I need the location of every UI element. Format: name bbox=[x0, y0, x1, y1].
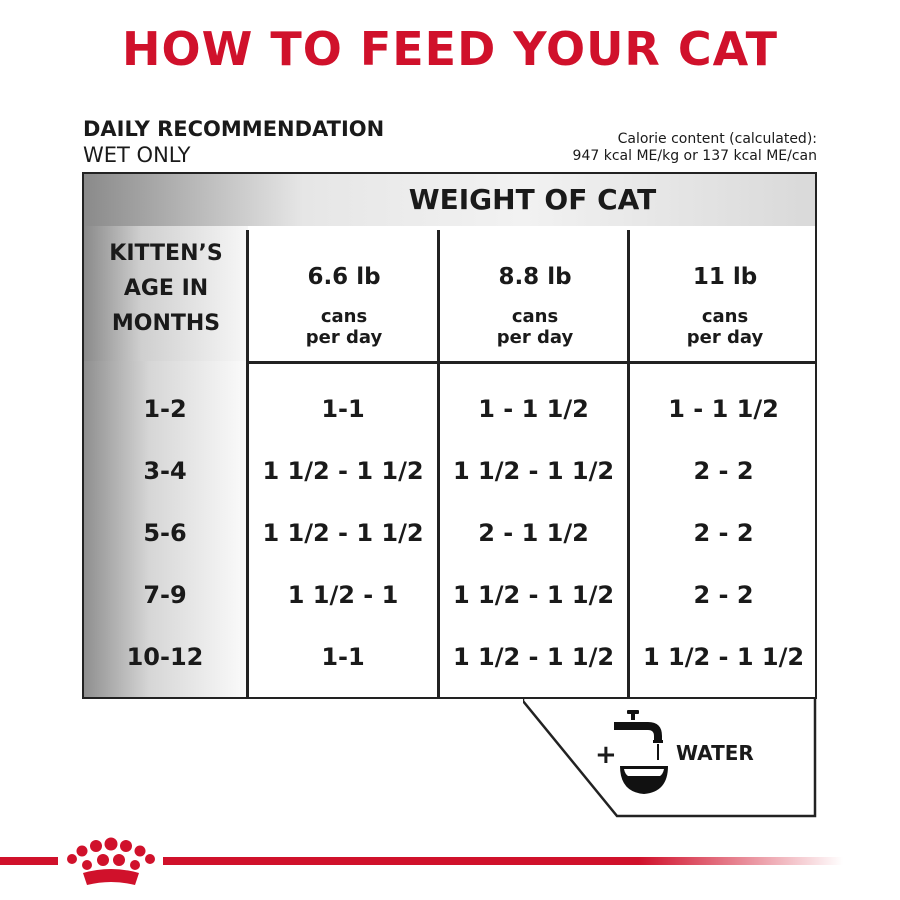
age-cell: 7-9 bbox=[143, 581, 187, 609]
column-divider bbox=[627, 230, 630, 699]
weight-column-header: 11 lb cans per day bbox=[630, 264, 820, 348]
unit-line: cans bbox=[511, 306, 559, 327]
amount-cell: 1 1/2 - 1 1/2 bbox=[262, 457, 424, 485]
amount-cell: 1 1/2 - 1 1/2 bbox=[262, 519, 424, 547]
amount-cell: 1 - 1 1/2 bbox=[478, 395, 589, 423]
unit-line: cans bbox=[701, 306, 749, 327]
amount-cell: 2 - 1 1/2 bbox=[478, 519, 589, 547]
amount-cell: 2 - 2 bbox=[693, 581, 754, 609]
water-plus-sign: + bbox=[595, 740, 617, 770]
amount-cell: 1-1 bbox=[321, 395, 365, 423]
daily-recommendation-label: DAILY RECOMMENDATION bbox=[83, 117, 385, 141]
faucet-bowl-icon bbox=[614, 710, 668, 794]
calorie-content: Calorie content (calculated): 947 kcal M… bbox=[573, 131, 817, 165]
age-header-line: AGE IN bbox=[123, 276, 209, 301]
brand-red-line-right bbox=[163, 857, 843, 865]
unit-line: per day bbox=[686, 327, 764, 348]
weight-column-header: 8.8 lb cans per day bbox=[440, 264, 630, 348]
wet-only-label: WET ONLY bbox=[83, 143, 191, 167]
column-divider bbox=[437, 230, 440, 699]
weight-of-cat-header: WEIGHT OF CAT bbox=[408, 183, 657, 216]
table-row: 1-2 1-1 1 - 1 1/2 1 - 1 1/2 bbox=[84, 378, 817, 440]
age-cell: 5-6 bbox=[143, 519, 187, 547]
amount-cell: 2 - 2 bbox=[693, 519, 754, 547]
crown-icon bbox=[67, 837, 155, 885]
page-title: HOW TO FEED YOUR CAT bbox=[121, 22, 779, 76]
age-header-line: MONTHS bbox=[111, 311, 221, 336]
age-cell: 3-4 bbox=[143, 457, 187, 485]
amount-cell: 1 1/2 - 1 bbox=[287, 581, 399, 609]
table-row: 3-4 1 1/2 - 1 1/2 1 1/2 - 1 1/2 2 - 2 bbox=[84, 440, 817, 502]
table-row: 5-6 1 1/2 - 1 1/2 2 - 1 1/2 2 - 2 bbox=[84, 502, 817, 564]
age-cell: 1-2 bbox=[143, 395, 187, 423]
amount-cell: 1 - 1 1/2 bbox=[668, 395, 779, 423]
table-row: 7-9 1 1/2 - 1 1 1/2 - 1 1/2 2 - 2 bbox=[84, 564, 817, 626]
brand-red-line-left bbox=[0, 857, 58, 865]
water-label: WATER bbox=[676, 741, 754, 765]
unit-line: cans bbox=[320, 306, 368, 327]
amount-cell: 1 1/2 - 1 1/2 bbox=[452, 643, 615, 671]
daily-recommendation: DAILY RECOMMENDATION WET ONLY bbox=[83, 116, 384, 168]
weight-column-header: 6.6 lb cans per day bbox=[249, 264, 439, 348]
weight-header-band bbox=[84, 174, 815, 226]
column-divider bbox=[246, 230, 249, 699]
age-header-line: KITTEN’S bbox=[109, 241, 223, 266]
amount-cell: 2 - 2 bbox=[693, 457, 754, 485]
feeding-table: WEIGHT OF CAT KITTEN’S AGE IN MONTHS 6.6… bbox=[82, 172, 817, 699]
age-rows-background bbox=[84, 361, 248, 697]
amount-cell: 1 1/2 - 1 1/2 bbox=[452, 457, 615, 485]
weight-value: 8.8 lb bbox=[498, 264, 572, 290]
age-column-header: KITTEN’S AGE IN MONTHS bbox=[84, 236, 248, 341]
unit-line: per day bbox=[496, 327, 574, 348]
weight-value: 6.6 lb bbox=[307, 264, 381, 290]
amount-cell: 1 1/2 - 1 1/2 bbox=[452, 581, 615, 609]
calorie-content-value: 947 kcal ME/kg or 137 kcal ME/can bbox=[572, 148, 817, 164]
header-divider bbox=[248, 361, 817, 364]
amount-cell: 1-1 bbox=[321, 643, 365, 671]
unit-line: per day bbox=[305, 327, 383, 348]
table-row: 10-12 1-1 1 1/2 - 1 1/2 1 1/2 - 1 1/2 bbox=[84, 626, 817, 688]
calorie-content-label: Calorie content (calculated): bbox=[617, 131, 817, 147]
weight-value: 11 lb bbox=[692, 264, 758, 290]
water-panel bbox=[523, 698, 817, 818]
age-cell: 10-12 bbox=[126, 643, 204, 671]
amount-cell: 1 1/2 - 1 1/2 bbox=[642, 643, 805, 671]
